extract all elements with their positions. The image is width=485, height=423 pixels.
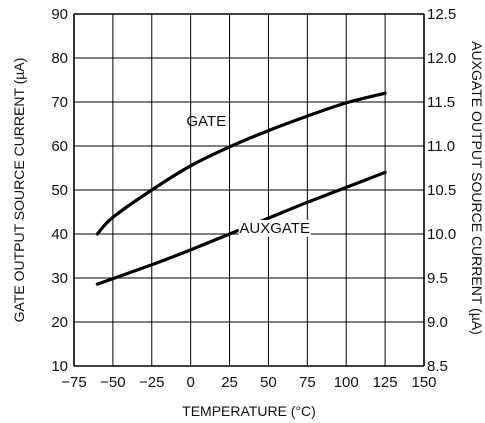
y-right-axis-title: AUXGATE OUTPUT SOURCE CURRENT (µA): [469, 41, 485, 335]
y-right-tick-label: 11.0: [427, 138, 455, 155]
x-tick-label: 125: [373, 374, 398, 391]
y-right-tick-label: 12.5: [427, 6, 456, 23]
y-right-tick-label: 10.0: [427, 226, 456, 243]
series-lines: GATE AUXGATE: [95, 91, 387, 286]
series-label-gate: GATE: [186, 113, 226, 130]
y-left-tick-label: 70: [51, 94, 68, 111]
y-left-tick-label: 50: [51, 182, 68, 199]
y-left-tick-label: 10: [51, 358, 68, 375]
x-tick-label: −75: [61, 374, 86, 391]
axis-titles: TEMPERATURE (°C) GATE OUTPUT SOURCE CURRE…: [11, 41, 485, 419]
series-line-gate: [95, 91, 387, 236]
x-tick-label: 25: [221, 374, 238, 391]
y-left-tick-label: 40: [51, 226, 68, 243]
x-tick-label: 0: [186, 374, 194, 391]
series-label-backdrop: [238, 220, 311, 237]
y-right-tick-label: 11.5: [427, 94, 455, 111]
x-axis-title: TEMPERATURE (°C): [182, 403, 316, 419]
y-left-tick-label: 30: [51, 270, 68, 287]
y-left-tick-label: 90: [51, 6, 68, 23]
tick-labels: −75 −50 −25 0 25 50 75 100 125 150 10 20 30 40 50 60 70 8…: [51, 6, 456, 391]
y-left-tick-label: 80: [51, 50, 68, 67]
grid: [73, 13, 425, 367]
y-left-tick-label: 20: [51, 314, 68, 331]
x-tick-label: 75: [299, 374, 316, 391]
y-right-tick-label: 10.5: [427, 182, 456, 199]
x-tick-label: 100: [334, 374, 359, 391]
x-tick-label: −25: [139, 374, 164, 391]
x-tick-label: 50: [260, 374, 277, 391]
y-left-tick-label: 60: [51, 138, 68, 155]
y-right-tick-label: 9.5: [427, 270, 448, 287]
y-left-axis-title: GATE OUTPUT SOURCE CURRENT (µA): [11, 58, 27, 323]
series-label-auxgate: AUXGATE: [239, 220, 310, 237]
y-right-tick-label: 9.0: [427, 314, 448, 331]
y-right-tick-label: 8.5: [427, 358, 448, 375]
x-tick-label: −50: [100, 374, 125, 391]
x-tick-label: 150: [411, 374, 436, 391]
y-right-tick-label: 12.0: [427, 50, 456, 67]
